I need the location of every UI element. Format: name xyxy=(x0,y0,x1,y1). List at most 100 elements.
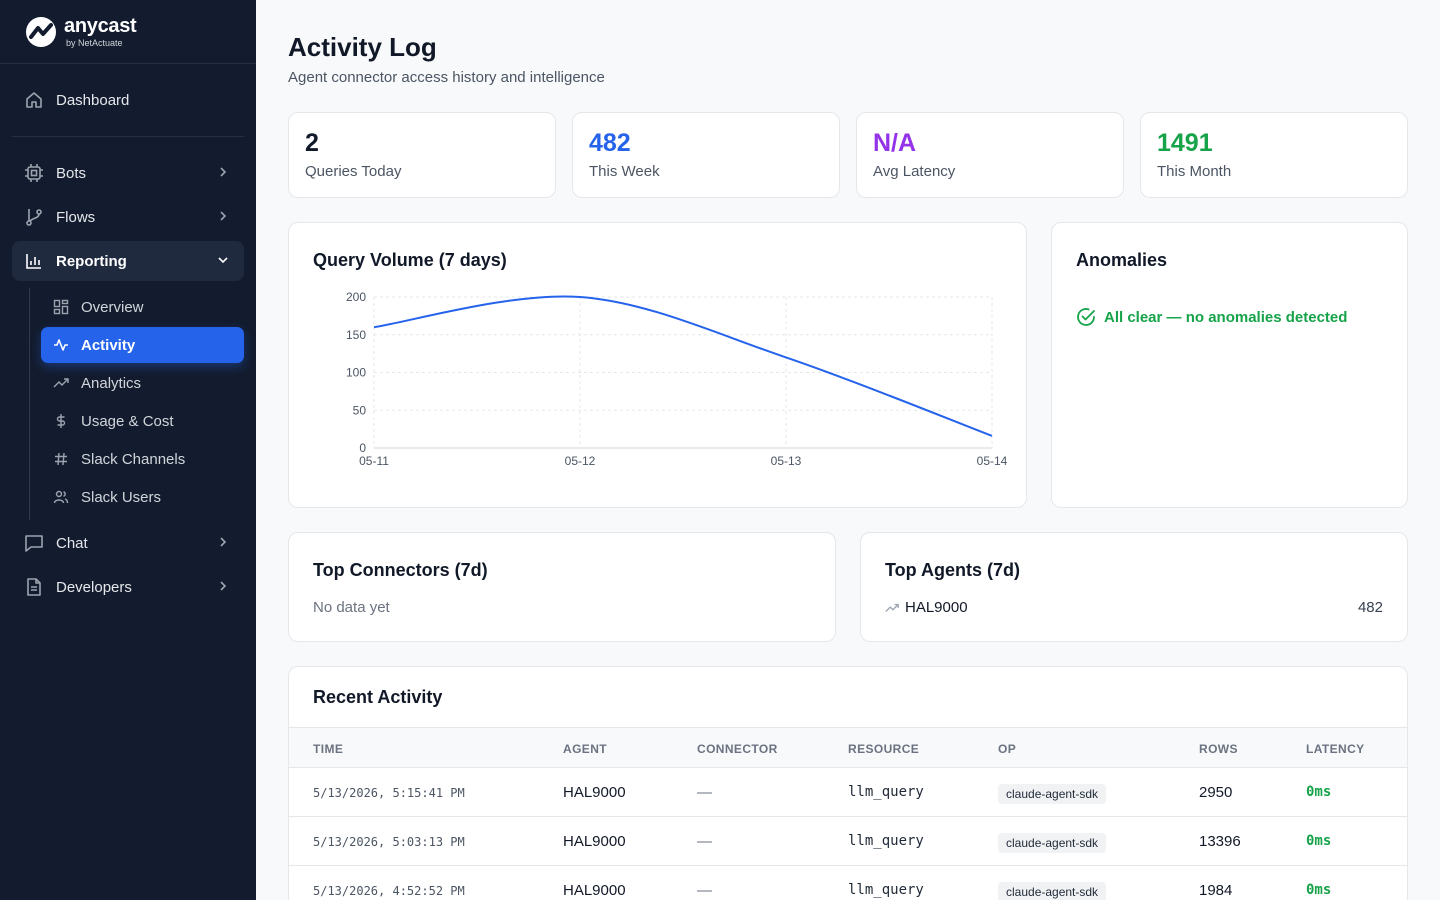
top-agents-card: Top Agents (7d) HAL9000 482 xyxy=(860,532,1408,642)
top-agent-row[interactable]: HAL9000 482 xyxy=(885,599,1383,616)
subnav-slack-channels-label: Slack Channels xyxy=(81,450,186,468)
row-rows: 13396 xyxy=(1199,833,1241,850)
stat-card-today: 2 Queries Today xyxy=(288,112,556,198)
nav-developers-label: Developers xyxy=(56,578,132,596)
hash-icon xyxy=(53,451,69,467)
top-agent-count: 482 xyxy=(1357,599,1383,616)
x-tick-label: 05-13 xyxy=(771,454,802,468)
row-agent: HAL9000 xyxy=(563,882,626,899)
stat-label: This Month xyxy=(1157,163,1232,180)
subnav-activity-label: Activity xyxy=(81,336,136,354)
y-tick-label: 200 xyxy=(346,290,366,304)
anomalies-card: Anomalies All clear — no anomalies detec… xyxy=(1051,222,1408,508)
subnav-activity[interactable]: Activity xyxy=(41,327,244,363)
nav-divider xyxy=(12,136,244,137)
home-icon xyxy=(24,90,44,110)
nav-chat-label: Chat xyxy=(56,534,88,552)
subnav-usage-cost-label: Usage & Cost xyxy=(81,412,174,430)
top-agent-name: HAL9000 xyxy=(905,599,968,616)
row-resource: llm_query xyxy=(848,833,924,849)
column-header-time[interactable]: TIME xyxy=(313,742,344,756)
bar-chart-icon xyxy=(24,251,44,271)
table-row[interactable]: 5/13/2026, 5:03:13 PM HAL9000 — llm_quer… xyxy=(289,817,1407,866)
stat-value: 482 xyxy=(589,129,631,157)
nav-flows-label: Flows xyxy=(56,208,96,226)
stat-value: 2 xyxy=(305,129,319,157)
column-header-resource[interactable]: RESOURCE xyxy=(848,742,920,756)
top-connectors-title: Top Connectors (7d) xyxy=(313,560,488,580)
x-tick-label: 05-11 xyxy=(359,454,389,468)
table-row[interactable]: 5/13/2026, 4:52:52 PM HAL9000 — llm_quer… xyxy=(289,866,1407,900)
chevron-right-icon xyxy=(220,537,227,547)
row-resource: llm_query xyxy=(848,784,924,800)
table-header: TIME AGENT CONNECTOR RESOURCE OP ROWS LA… xyxy=(289,727,1407,768)
nav-bots[interactable]: Bots xyxy=(12,153,244,193)
chevron-right-icon xyxy=(220,167,227,177)
table-row[interactable]: 5/13/2026, 5:15:41 PM HAL9000 — llm_quer… xyxy=(289,768,1407,817)
nav-dashboard-label: Dashboard xyxy=(56,91,130,109)
anomalies-title: Anomalies xyxy=(1076,250,1168,270)
recent-activity-card: Recent Activity TIME AGENT CONNECTOR RES… xyxy=(288,666,1408,900)
row-connector: — xyxy=(697,833,712,850)
check-circle-icon xyxy=(1077,308,1095,326)
stat-value: N/A xyxy=(873,129,917,157)
submenu-guide-line xyxy=(29,288,30,520)
chip-icon xyxy=(24,163,44,183)
page-subtitle: Agent connector access history and intel… xyxy=(288,69,605,86)
page-title: Activity Log xyxy=(288,32,437,62)
row-rows: 2950 xyxy=(1199,784,1233,801)
row-time: 5/13/2026, 5:03:13 PM xyxy=(313,835,465,849)
trending-up-icon xyxy=(53,375,69,391)
query-volume-chart: 0 50 100 150 200 05-11 05-12 05-13 05-14 xyxy=(346,290,1008,468)
x-tick-label: 05-12 xyxy=(565,454,596,468)
y-tick-label: 50 xyxy=(353,403,367,417)
stat-card-latency: N/A Avg Latency xyxy=(856,112,1124,198)
stat-card-month: 1491 This Month xyxy=(1140,112,1408,198)
column-header-connector[interactable]: CONNECTOR xyxy=(697,742,778,756)
row-rows: 1984 xyxy=(1199,882,1233,899)
row-time: 5/13/2026, 5:15:41 PM xyxy=(313,786,465,800)
nav-reporting-label: Reporting xyxy=(56,252,127,270)
row-agent: HAL9000 xyxy=(563,833,626,850)
column-header-latency[interactable]: LATENCY xyxy=(1306,742,1365,756)
row-op-badge: claude-agent-sdk xyxy=(998,784,1107,804)
chat-icon xyxy=(24,533,44,553)
row-op-badge: claude-agent-sdk xyxy=(998,882,1107,900)
subnav-usage-cost[interactable]: Usage & Cost xyxy=(41,403,244,439)
column-header-rows[interactable]: ROWS xyxy=(1199,742,1238,756)
trending-up-icon xyxy=(885,603,899,612)
row-connector: — xyxy=(697,882,712,899)
subnav-slack-channels[interactable]: Slack Channels xyxy=(41,441,244,477)
nav-bots-label: Bots xyxy=(56,164,87,182)
row-latency: 0ms xyxy=(1306,784,1332,800)
grid-icon xyxy=(53,299,69,315)
subnav-slack-users-label: Slack Users xyxy=(81,488,162,506)
query-volume-card: Query Volume (7 days) 0 50 100 150 200 05-11 0… xyxy=(288,222,1027,508)
stat-label: Avg Latency xyxy=(873,163,956,180)
anycast-logo-icon xyxy=(26,16,56,47)
column-header-op[interactable]: OP xyxy=(998,742,1017,756)
chevron-right-icon xyxy=(220,581,227,591)
nav-flows[interactable]: Flows xyxy=(12,197,244,237)
top-connectors-empty: No data yet xyxy=(313,599,390,616)
row-op-badge: claude-agent-sdk xyxy=(998,833,1107,853)
stat-card-week: 482 This Week xyxy=(572,112,840,198)
anomaly-message: All clear — no anomalies detected xyxy=(1104,308,1348,326)
series-line xyxy=(373,295,993,437)
subnav-analytics-label: Analytics xyxy=(81,374,142,392)
git-branch-icon xyxy=(24,207,44,227)
subnav-analytics[interactable]: Analytics xyxy=(41,365,244,401)
brand-subtitle: by NetActuate xyxy=(66,37,123,48)
row-connector: — xyxy=(697,784,712,801)
x-tick-label: 05-14 xyxy=(977,454,1008,468)
nav-developers[interactable]: Developers xyxy=(12,567,244,607)
sidebar: anycast by NetActuate Dashboard Bots Flo… xyxy=(0,0,256,900)
column-header-agent[interactable]: AGENT xyxy=(563,742,607,756)
brand[interactable]: anycast by NetActuate xyxy=(0,0,256,64)
nav-dashboard[interactable]: Dashboard xyxy=(12,80,244,120)
nav-reporting[interactable]: Reporting xyxy=(12,241,244,281)
top-agents-title: Top Agents (7d) xyxy=(885,560,1020,580)
subnav-overview[interactable]: Overview xyxy=(41,289,244,325)
subnav-slack-users[interactable]: Slack Users xyxy=(41,479,244,515)
nav-chat[interactable]: Chat xyxy=(12,523,244,563)
